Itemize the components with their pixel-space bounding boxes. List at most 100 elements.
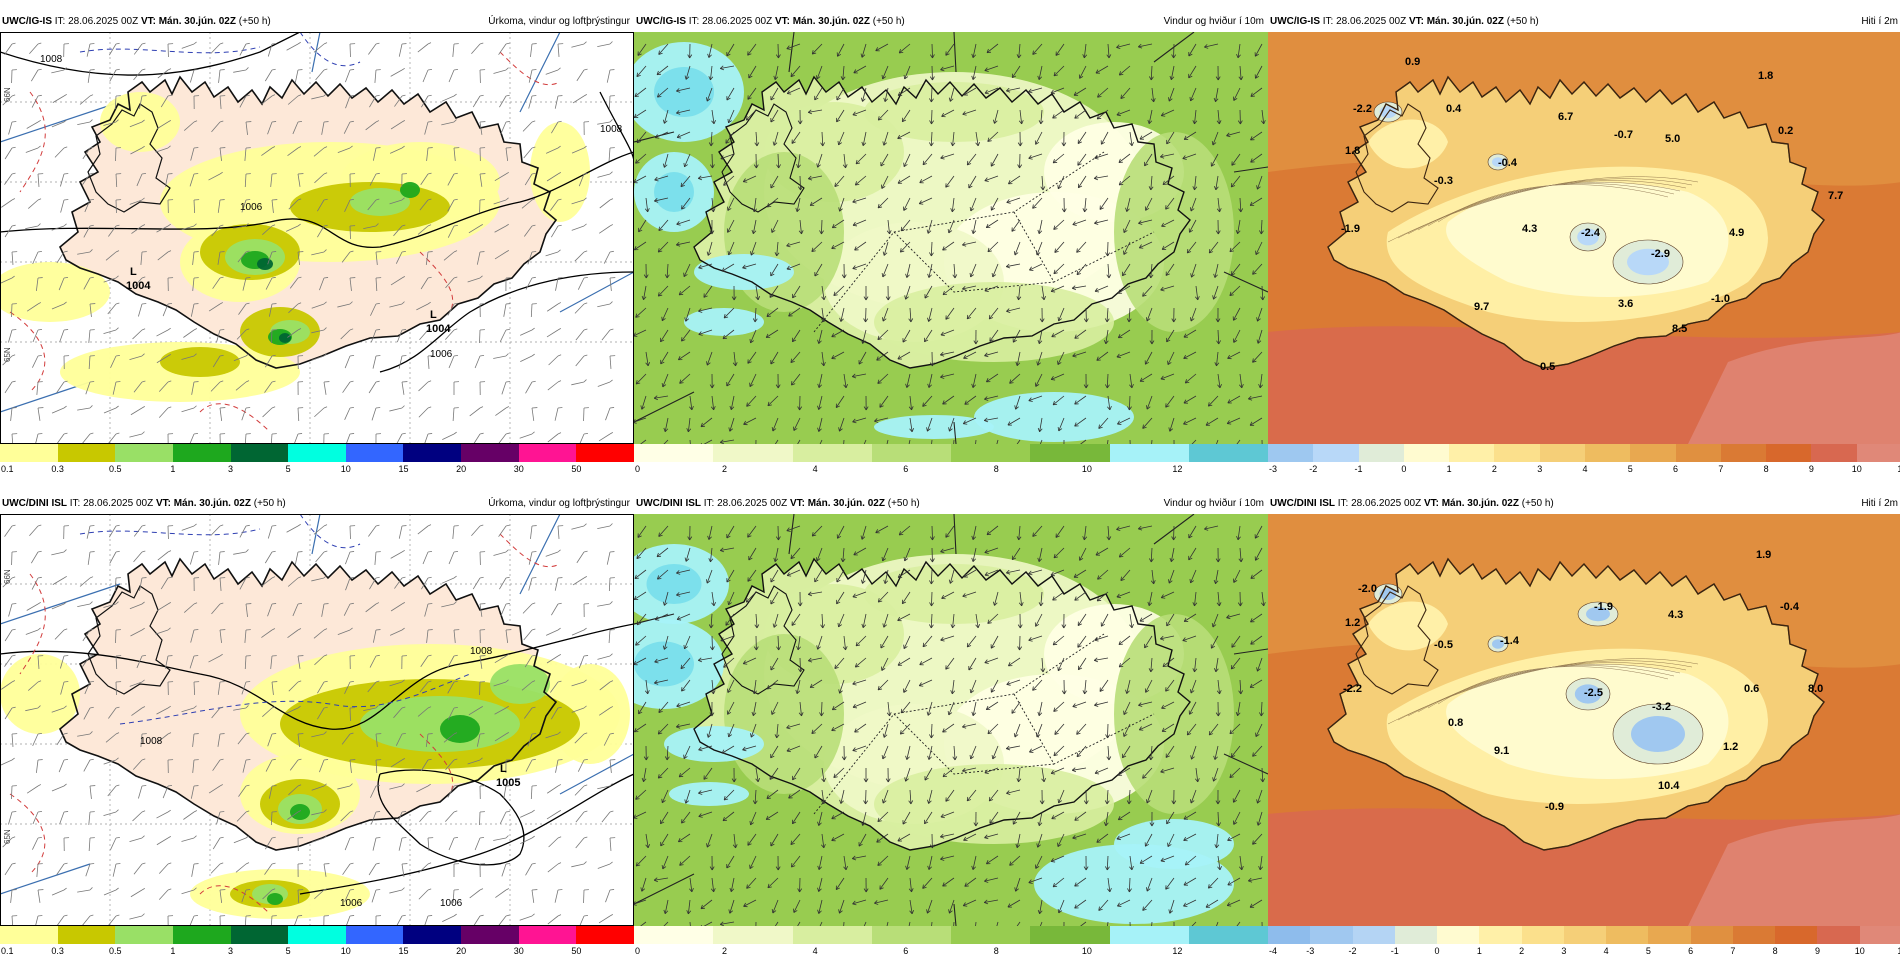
precip-panel: UWC/IG-IS IT: 28.06.2025 00Z VT: Mán. 30…: [0, 12, 634, 476]
model-name: UWC/DINI ISL: [2, 498, 67, 509]
svg-text:66N: 66N: [3, 87, 12, 102]
wind-map: [634, 514, 1268, 926]
color-legend-bar: [1268, 926, 1900, 944]
temperature-value: 1.2: [1723, 741, 1738, 753]
legend-tick-label: 10: [1082, 946, 1092, 956]
low-pressure-marker: L: [500, 763, 507, 775]
legend-tick-label: 10: [1082, 464, 1092, 474]
legend-swatch: [173, 926, 231, 944]
legend-tick-label: 3: [228, 464, 233, 474]
valid-time: VT: Mán. 30.jún. 02Z: [1421, 498, 1519, 509]
temperature-value: -2.0: [1358, 583, 1377, 595]
temperature-value: 9.1: [1494, 745, 1509, 757]
temperature-value: -1.0: [1711, 293, 1730, 305]
legend-tick-label: -1: [1355, 464, 1363, 474]
isobar-label: 1008: [140, 736, 163, 747]
temperature-value: -3.2: [1652, 701, 1671, 713]
panel-header: UWC/DINI ISL IT: 28.06.2025 00Z VT: Mán.…: [634, 494, 1268, 514]
init-time: IT: 28.06.2025 00Z: [52, 16, 138, 27]
legend-tick-label: 8: [1764, 464, 1769, 474]
legend-swatch: [1766, 444, 1811, 462]
legend-tick-label: 5: [286, 946, 291, 956]
legend-swatch: [288, 926, 346, 944]
model-name: UWC/IG-IS: [636, 16, 686, 27]
init-time: IT: 28.06.2025 00Z: [686, 16, 772, 27]
temperature-value: 0.6: [1744, 683, 1759, 695]
temperature-value: -2.5: [1584, 687, 1603, 699]
legend-tick-label: 2: [722, 464, 727, 474]
legend-tick-label: 1: [170, 946, 175, 956]
legend-swatch: [1691, 926, 1733, 944]
legend-tick-label: 10: [1855, 946, 1865, 956]
svg-text:65N: 65N: [3, 347, 12, 362]
svg-text:66N: 66N: [3, 569, 12, 584]
legend-tick-label: 4: [813, 464, 818, 474]
legend-tick-label: 12: [1172, 464, 1182, 474]
temperature-value: 0.9: [1405, 56, 1420, 68]
legend-swatch: [346, 926, 404, 944]
temperature-value: -2.9: [1651, 248, 1670, 260]
legend-swatch: [1630, 444, 1675, 462]
panel-run-info: UWC/IG-IS IT: 28.06.2025 00Z VT: Mán. 30…: [636, 16, 905, 27]
legend-swatch: [1648, 926, 1690, 944]
legend-tick-label: 0.3: [51, 946, 64, 956]
legend-swatch: [1733, 926, 1775, 944]
init-time: IT: 28.06.2025 00Z: [67, 498, 153, 509]
legend-swatch: [115, 444, 173, 462]
legend-tick-label: 10: [341, 464, 351, 474]
legend-tick-label: 5: [1628, 464, 1633, 474]
wind-map: [634, 32, 1268, 444]
legend-tick-label: 0.3: [51, 464, 64, 474]
legend-swatch: [0, 926, 58, 944]
legend-tick-label: 0.1: [1, 464, 14, 474]
legend-tick-label: 30: [514, 946, 524, 956]
legend-swatch: [713, 444, 792, 462]
legend-swatch: [461, 444, 519, 462]
legend-tick-label: 12: [1172, 946, 1182, 956]
temperature-value: -2.4: [1581, 227, 1601, 239]
legend-tick-label: 3: [1561, 946, 1566, 956]
isobar-label: 1008: [470, 646, 493, 657]
legend-tick-label: 8: [1773, 946, 1778, 956]
legend-swatch: [1404, 444, 1449, 462]
legend-swatch: [1585, 444, 1630, 462]
legend-swatch: [346, 444, 404, 462]
legend-swatch: [1857, 444, 1900, 462]
panel-header: UWC/IG-IS IT: 28.06.2025 00Z VT: Mán. 30…: [0, 12, 634, 32]
legend-swatch: [1110, 926, 1189, 944]
temperature-value: 8.5: [1672, 323, 1687, 335]
legend-swatch: [461, 926, 519, 944]
temperature-value: 0.2: [1778, 125, 1793, 137]
temperature-value: 1.8: [1758, 70, 1773, 82]
legend-swatch: [1030, 926, 1109, 944]
legend-swatch: [1564, 926, 1606, 944]
temperature-value: 10.4: [1658, 780, 1680, 792]
legend-tick-label: 20: [456, 946, 466, 956]
lead-time: (+50 h): [1504, 16, 1539, 27]
legend-tick-label: 0.5: [109, 946, 122, 956]
legend-swatch: [1268, 926, 1310, 944]
legend-tick-label: 8: [994, 464, 999, 474]
legend-swatch: [519, 444, 577, 462]
lead-time: (+50 h): [1519, 498, 1554, 509]
panel-title: Vindur og hviður í 10m: [1164, 498, 1264, 509]
legend-ticks: -3-2-101234567891011: [1268, 464, 1900, 476]
panel-header: UWC/IG-IS IT: 28.06.2025 00Z VT: Mán. 30…: [634, 12, 1268, 32]
panel-title: Hiti í 2m: [1861, 16, 1898, 27]
legend-swatch: [951, 926, 1030, 944]
temperature-value: 4.9: [1729, 227, 1744, 239]
svg-text:65N: 65N: [3, 829, 12, 844]
wind-panel: UWC/DINI ISL IT: 28.06.2025 00Z VT: Mán.…: [634, 494, 1268, 958]
lead-time: (+50 h): [870, 16, 905, 27]
temperature-value: -2.2: [1343, 683, 1362, 695]
legend-swatch: [872, 926, 951, 944]
legend-tick-label: 10: [341, 946, 351, 956]
lead-time: (+50 h): [885, 498, 920, 509]
legend-tick-label: 8: [994, 946, 999, 956]
isobar-label: 1006: [240, 202, 263, 213]
init-time: IT: 28.06.2025 00Z: [1320, 16, 1406, 27]
lead-time: (+50 h): [236, 16, 271, 27]
